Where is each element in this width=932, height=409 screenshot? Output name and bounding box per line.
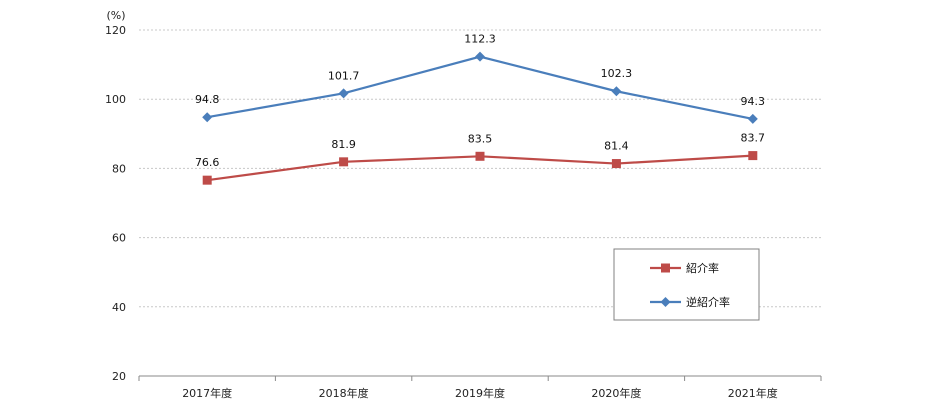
legend-marker xyxy=(661,263,670,273)
y-tick-label: 40 xyxy=(112,301,126,314)
data-point xyxy=(475,151,485,161)
legend-label: 逆紹介率 xyxy=(686,295,730,309)
data-point xyxy=(611,159,621,169)
x-tick-label: 2020年度 xyxy=(591,386,641,400)
data-point xyxy=(611,86,622,97)
data-label: 81.9 xyxy=(331,138,356,151)
y-tick-label: 20 xyxy=(112,370,126,383)
x-tick-label: 2019年度 xyxy=(455,386,505,400)
y-tick-label: 80 xyxy=(112,162,126,175)
data-label: 112.3 xyxy=(464,33,496,46)
legend-marker xyxy=(660,297,671,307)
y-tick-label: 60 xyxy=(112,232,126,245)
data-label: 102.3 xyxy=(601,67,633,80)
data-point xyxy=(202,112,213,123)
data-label: 81.4 xyxy=(604,140,629,153)
legend-box xyxy=(613,248,760,321)
series-line-2 xyxy=(207,55,754,121)
x-axis-ticks: 2017年度 2018年度 2019年度 2020年度 2021年度 xyxy=(138,376,822,400)
y-tick-label: 100 xyxy=(105,93,126,106)
data-point xyxy=(475,51,485,62)
data-label: 76.6 xyxy=(195,156,220,169)
data-label: 101.7 xyxy=(328,69,360,82)
y-tick-label: 120 xyxy=(105,24,126,37)
gridlines xyxy=(139,29,821,377)
x-tick-label: 2018年度 xyxy=(319,386,369,400)
y-axis-unit: (%) xyxy=(106,9,125,22)
data-label: 94.3 xyxy=(741,95,766,108)
x-tick-label: 2021年度 xyxy=(728,386,778,400)
x-tick-label: 2017年度 xyxy=(182,386,232,400)
data-point xyxy=(202,175,212,185)
data-label: 94.8 xyxy=(195,93,220,106)
data-point xyxy=(339,157,349,167)
y-axis-ticks: 20 40 60 80 100 120 xyxy=(105,24,126,383)
data-point xyxy=(748,151,758,161)
series-group: 76.6 81.9 83.5 81.4 83.7 94.8 101.7 112.3 102.3 9… xyxy=(195,33,765,185)
data-label: 83.5 xyxy=(468,132,493,145)
data-point xyxy=(338,88,349,99)
data-point xyxy=(747,113,758,124)
data-label: 83.7 xyxy=(741,132,766,145)
legend-label: 紹介率 xyxy=(686,261,719,275)
